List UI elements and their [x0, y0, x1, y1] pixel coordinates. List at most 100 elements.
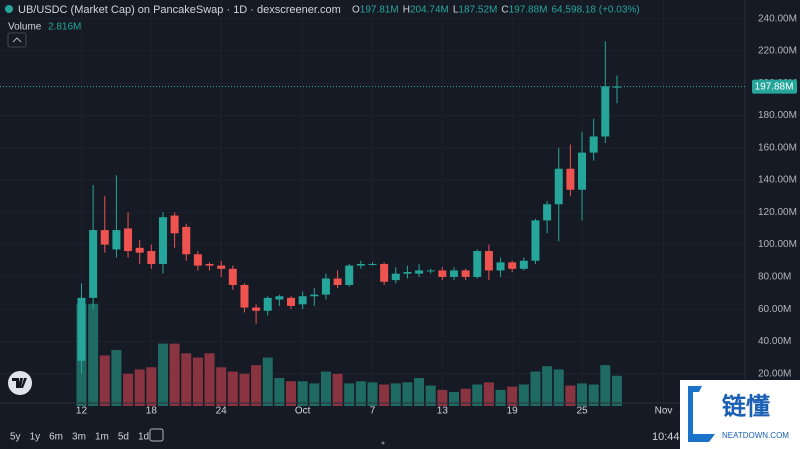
- volume-bar: [565, 385, 576, 406]
- x-tick-label: 18: [146, 406, 158, 417]
- watermark-logo: [688, 386, 715, 442]
- candle-body: [449, 270, 458, 277]
- range-button[interactable]: 5y: [10, 432, 21, 443]
- volume-bar: [542, 366, 553, 406]
- range-button[interactable]: 1d: [138, 432, 149, 443]
- volume-bar: [425, 385, 436, 406]
- candle-body: [566, 168, 575, 190]
- volume-bar: [227, 371, 238, 406]
- y-tick-label: 140.00M: [758, 175, 797, 186]
- volume-bar: [611, 375, 622, 406]
- candle-body: [287, 297, 296, 306]
- x-tick-label: 13: [437, 406, 449, 417]
- range-button[interactable]: 1m: [95, 432, 109, 443]
- y-tick-label: 160.00M: [758, 142, 797, 153]
- candle-body: [461, 270, 470, 277]
- x-tick-label: 7: [370, 406, 376, 417]
- legend-key: L: [453, 5, 459, 16]
- volume-bar: [414, 378, 425, 406]
- legend-value: 204.74M: [410, 5, 449, 16]
- volume-bar: [460, 388, 471, 406]
- handle: [381, 441, 385, 445]
- x-tick-label: 12: [76, 406, 88, 417]
- y-tick-label: 120.00M: [758, 207, 797, 218]
- candle-body: [578, 152, 587, 190]
- range-button[interactable]: 6m: [49, 432, 63, 443]
- volume-bar: [320, 371, 331, 406]
- candle-body: [438, 270, 447, 277]
- candle-body: [240, 284, 249, 308]
- ohlc-legend: O 197.81M H 204.74M L 187.52M C 197.88M 64,598.1…: [352, 5, 640, 16]
- volume-name: Volume: [8, 22, 42, 33]
- volume-bar: [181, 353, 192, 406]
- legend-value: 197.88M: [509, 5, 548, 16]
- y-tick-label: 20.00M: [758, 368, 791, 379]
- y-tick-label: 40.00M: [758, 336, 791, 347]
- volume-bar: [553, 369, 564, 406]
- candle-body: [356, 263, 365, 266]
- y-tick-label: 240.00M: [758, 13, 797, 24]
- collapse-button[interactable]: [7, 32, 27, 48]
- grid: [0, 0, 745, 403]
- candle-body: [391, 273, 400, 281]
- candle-body: [508, 262, 517, 269]
- volume-bar: [588, 384, 599, 406]
- volume-bar: [216, 367, 227, 406]
- toolbar: 5y 1y 6m 3m 1m 5d 1d: [10, 432, 149, 443]
- volume-bar: [344, 383, 355, 406]
- candle-body: [321, 278, 330, 295]
- y-tick-label: 60.00M: [758, 304, 791, 315]
- candle-body: [403, 272, 412, 274]
- calendar-icon[interactable]: [149, 428, 164, 442]
- y-tick-label: 220.00M: [758, 46, 797, 57]
- candle-body: [135, 247, 144, 253]
- candle-body: [368, 263, 377, 265]
- volume-bar: [367, 382, 378, 406]
- range-button[interactable]: 3m: [72, 432, 86, 443]
- volume-bar: [134, 369, 145, 406]
- candle-body: [252, 307, 261, 311]
- candle-body: [333, 278, 342, 285]
- collapse-icon: [12, 37, 22, 43]
- candle-body: [112, 230, 121, 250]
- candle-body: [601, 86, 610, 137]
- volume-value: 2.816M: [48, 22, 81, 33]
- watermark: 链懂 NEATDOWN.COM: [680, 380, 800, 449]
- x-tick-label: 24: [216, 406, 228, 417]
- last-price-box: [752, 79, 797, 94]
- candle-body: [554, 168, 563, 205]
- volume-bar: [472, 384, 483, 406]
- volume-bar: [262, 357, 273, 406]
- volume-bar: [448, 392, 459, 406]
- logo-mark: [12, 378, 27, 388]
- candle-body: [298, 296, 307, 305]
- candle-body: [124, 228, 133, 252]
- range-button[interactable]: 5d: [118, 432, 129, 443]
- candle-body: [612, 86, 621, 88]
- candle-body: [345, 265, 354, 285]
- candle-body: [484, 251, 493, 271]
- candle-body: [496, 262, 505, 271]
- volume-bar: [274, 378, 285, 406]
- candle-body: [193, 254, 202, 266]
- volume-bar: [146, 367, 157, 406]
- x-tick-label: Oct: [295, 406, 311, 417]
- candle-body: [263, 297, 272, 311]
- clock: 10:44:5: [652, 431, 689, 443]
- chart-title: UB/USDC (Market Cap) on PancakeSwap · 1D…: [18, 4, 341, 16]
- last-price-label: 197.88M: [755, 81, 794, 92]
- volume-bar: [169, 343, 180, 406]
- status-dot: [5, 5, 13, 13]
- candle-body: [228, 268, 237, 285]
- candle-body: [158, 217, 167, 264]
- legend-key: C: [501, 5, 508, 16]
- volume-bar: [600, 365, 611, 406]
- legend-value: 64,598.18 (+0.03%): [552, 5, 640, 16]
- volume-bar: [495, 389, 506, 406]
- volume-bar: [157, 343, 168, 406]
- volume-bar: [577, 383, 588, 406]
- range-button[interactable]: 1y: [30, 432, 41, 443]
- volume-bar: [379, 384, 390, 406]
- x-tick-label: 25: [576, 406, 588, 417]
